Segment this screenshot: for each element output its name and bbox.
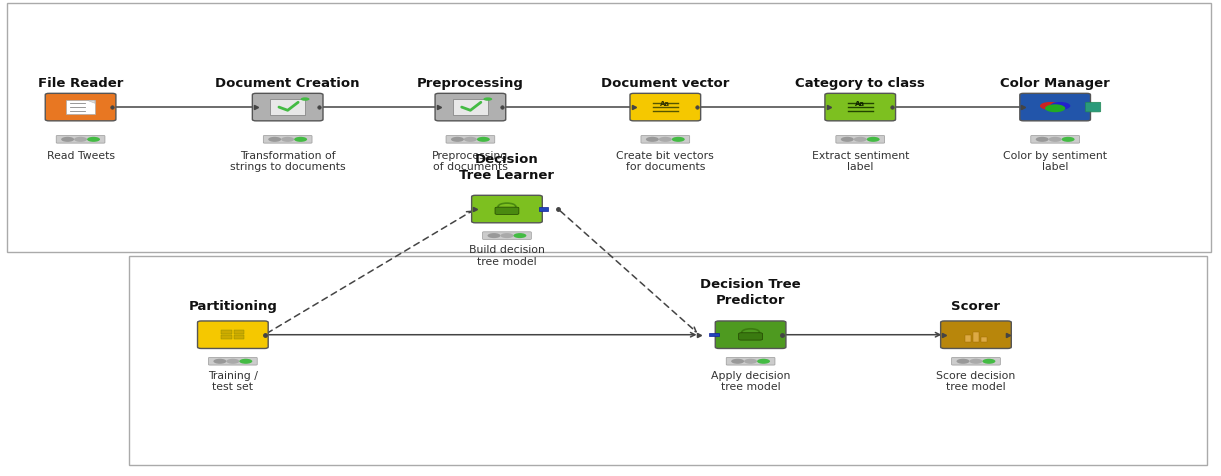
Circle shape — [487, 234, 501, 238]
Circle shape — [226, 359, 239, 364]
Text: Partitioning: Partitioning — [188, 299, 277, 312]
Circle shape — [1040, 103, 1060, 110]
Circle shape — [841, 138, 853, 142]
FancyBboxPatch shape — [435, 94, 505, 121]
Bar — [234, 331, 244, 335]
Text: File Reader: File Reader — [38, 77, 123, 90]
Circle shape — [294, 138, 308, 142]
FancyBboxPatch shape — [1085, 103, 1100, 113]
Circle shape — [501, 234, 514, 238]
FancyBboxPatch shape — [253, 94, 324, 121]
FancyBboxPatch shape — [951, 358, 1000, 365]
FancyBboxPatch shape — [726, 358, 775, 365]
Circle shape — [853, 138, 867, 142]
Circle shape — [1049, 138, 1061, 142]
Text: Document vector: Document vector — [601, 77, 729, 90]
FancyBboxPatch shape — [45, 94, 116, 121]
Polygon shape — [87, 101, 95, 104]
Text: Training /
test set: Training / test set — [208, 370, 258, 392]
Text: Score decision
tree model: Score decision tree model — [937, 370, 1016, 392]
FancyBboxPatch shape — [446, 136, 495, 144]
FancyBboxPatch shape — [270, 100, 305, 116]
Text: Build decision
tree model: Build decision tree model — [469, 245, 545, 266]
Circle shape — [269, 138, 281, 142]
Text: Extract sentiment
label: Extract sentiment label — [812, 150, 908, 172]
FancyBboxPatch shape — [739, 333, 763, 340]
Bar — [980, 337, 988, 342]
Circle shape — [239, 359, 253, 364]
FancyBboxPatch shape — [209, 358, 258, 365]
FancyBboxPatch shape — [1020, 94, 1090, 121]
Circle shape — [1045, 105, 1065, 113]
Bar — [709, 333, 719, 337]
Circle shape — [969, 359, 983, 364]
FancyBboxPatch shape — [56, 136, 105, 144]
Text: Scorer: Scorer — [951, 299, 1000, 312]
Bar — [234, 336, 244, 339]
Bar — [221, 336, 232, 339]
Text: Read Tweets: Read Tweets — [46, 150, 115, 160]
Text: Decision Tree
Predictor: Decision Tree Predictor — [701, 278, 801, 307]
Circle shape — [281, 138, 294, 142]
Circle shape — [87, 138, 100, 142]
Circle shape — [983, 359, 995, 364]
Circle shape — [451, 138, 464, 142]
Circle shape — [300, 98, 310, 101]
Circle shape — [867, 138, 879, 142]
Circle shape — [514, 234, 526, 238]
FancyBboxPatch shape — [940, 321, 1011, 349]
Circle shape — [1050, 103, 1071, 110]
FancyBboxPatch shape — [825, 94, 895, 121]
FancyBboxPatch shape — [1031, 136, 1079, 144]
FancyBboxPatch shape — [471, 196, 542, 223]
Text: Category to class: Category to class — [795, 77, 926, 90]
Bar — [973, 332, 979, 342]
Circle shape — [646, 138, 659, 142]
Circle shape — [464, 138, 477, 142]
FancyBboxPatch shape — [453, 100, 488, 116]
Bar — [7, 4, 1211, 252]
FancyBboxPatch shape — [836, 136, 884, 144]
Circle shape — [731, 359, 744, 364]
Circle shape — [956, 359, 969, 364]
Bar — [129, 257, 1208, 465]
Circle shape — [757, 359, 770, 364]
FancyBboxPatch shape — [198, 321, 269, 349]
FancyBboxPatch shape — [264, 136, 313, 144]
Text: Color by sentiment
label: Color by sentiment label — [1004, 150, 1107, 172]
FancyBboxPatch shape — [630, 94, 701, 121]
Text: Preprocessing
of documents: Preprocessing of documents — [432, 150, 508, 172]
Text: Color Manager: Color Manager — [1000, 77, 1110, 90]
Circle shape — [744, 359, 757, 364]
Circle shape — [477, 138, 490, 142]
Circle shape — [74, 138, 87, 142]
FancyBboxPatch shape — [482, 232, 531, 240]
Text: Preprocessing: Preprocessing — [416, 77, 524, 90]
FancyBboxPatch shape — [66, 101, 95, 115]
Text: Aa: Aa — [855, 100, 866, 107]
Circle shape — [659, 138, 672, 142]
Text: Document Creation: Document Creation — [215, 77, 360, 90]
Circle shape — [484, 98, 492, 101]
Bar — [538, 208, 548, 211]
Circle shape — [672, 138, 685, 142]
Circle shape — [1061, 138, 1074, 142]
Text: Aa: Aa — [661, 100, 670, 107]
Text: Decision
Tree Learner: Decision Tree Learner — [459, 152, 554, 181]
FancyBboxPatch shape — [495, 208, 519, 215]
FancyBboxPatch shape — [716, 321, 786, 349]
Text: Transformation of
strings to documents: Transformation of strings to documents — [230, 150, 346, 172]
Text: Apply decision
tree model: Apply decision tree model — [711, 370, 790, 392]
Circle shape — [61, 138, 74, 142]
Circle shape — [1035, 138, 1049, 142]
FancyBboxPatch shape — [641, 136, 690, 144]
Bar — [965, 335, 971, 342]
Circle shape — [214, 359, 226, 364]
Bar — [221, 331, 232, 335]
Text: Create bit vectors
for documents: Create bit vectors for documents — [617, 150, 714, 172]
